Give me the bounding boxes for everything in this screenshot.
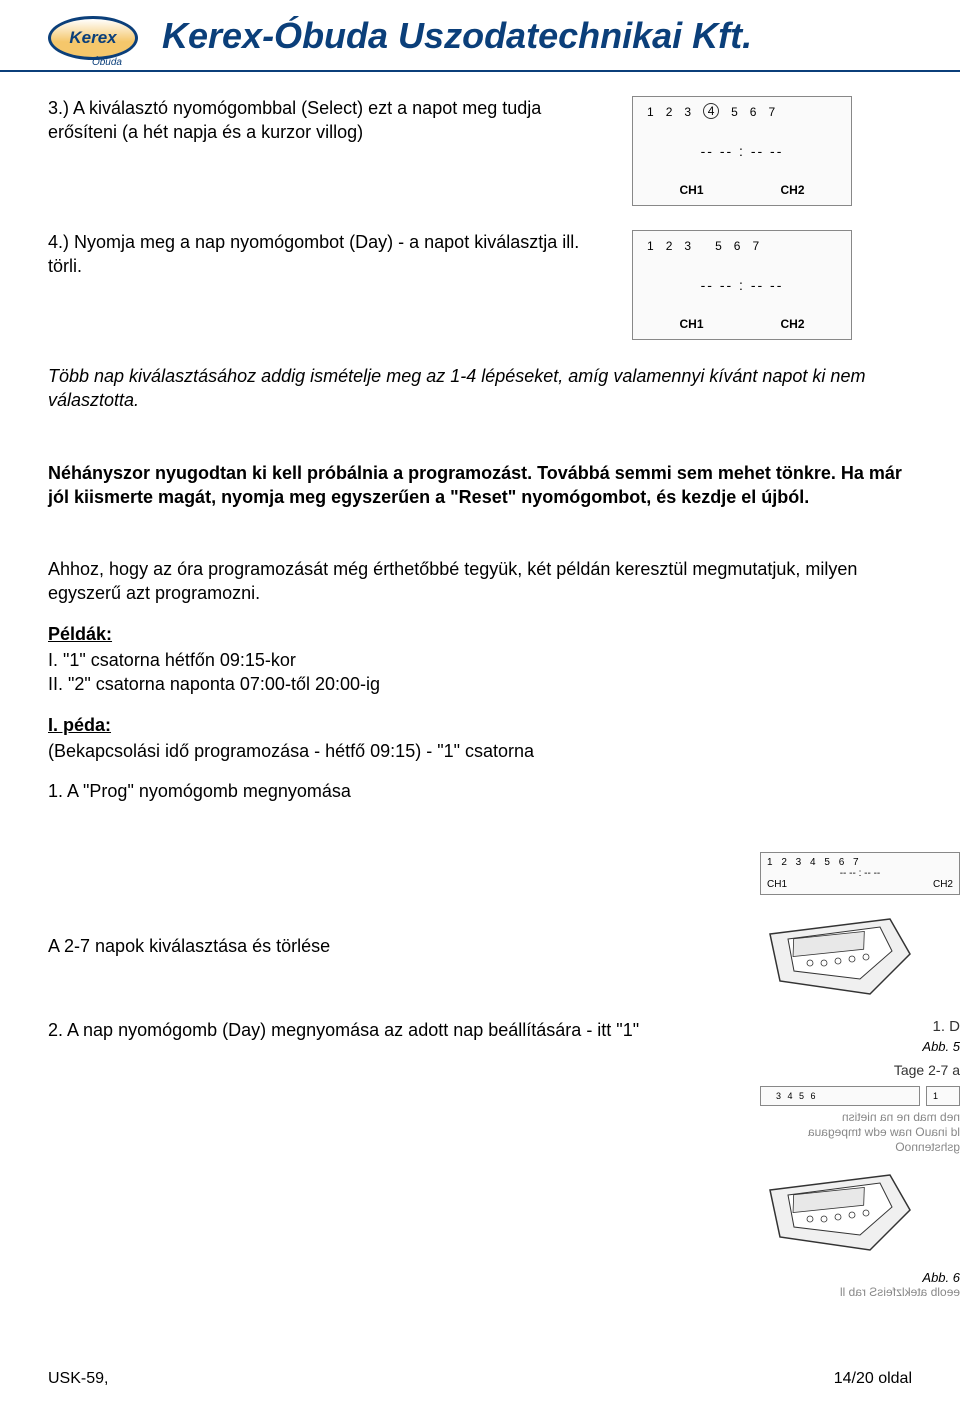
company-name: Kerex-Óbuda Uszodatechnikai Kft. <box>162 16 752 56</box>
mini-ch2: CH2 <box>933 879 953 890</box>
mini-display-2a: 3 4 5 6 <box>760 1086 920 1106</box>
step-day: 2. A nap nyomógomb (Day) megnyomása az a… <box>48 1018 668 1042</box>
ch2-label: CH2 <box>780 317 804 331</box>
display2-channels: CH1 CH2 <box>641 317 843 331</box>
examples-intro: Ahhoz, hogy az óra programozását még ért… <box>48 557 912 606</box>
ch1-label: CH1 <box>679 317 703 331</box>
display2-time: -- -- : -- -- <box>641 277 843 293</box>
num: 6 <box>750 105 757 119</box>
num: 2 <box>666 239 673 253</box>
fig-d-label: 1. D <box>760 1018 960 1035</box>
footer-left: USK-59, <box>48 1370 108 1388</box>
step4-row: 4.) Nyomja meg a nap nyomógombot (Day) -… <box>48 230 912 340</box>
step4-text: 4.) Nyomja meg a nap nyomógombot (Day) -… <box>48 230 608 279</box>
logo-text: Kerex <box>69 28 116 48</box>
device-figure-2 <box>760 1155 920 1265</box>
display1-channels: CH1 CH2 <box>641 183 843 197</box>
num: 7 <box>768 105 775 119</box>
figure-column: 1 2 3 4 5 6 7 -- -- : -- -- CH1 CH2 1. D… <box>760 852 960 1300</box>
company-logo: Kerex Óbuda <box>48 16 138 66</box>
footer-right: 14/20 oldal <box>834 1370 912 1388</box>
mini-nums: 1 2 3 4 5 6 7 <box>767 857 953 868</box>
step3-row: 3.) A kiválasztó nyomógombbal (Select) e… <box>48 96 912 206</box>
mirror-text-2: eeolb ateklzfeisS rab ll <box>760 1285 960 1300</box>
abb5-label: Abb. 5 <box>760 1039 960 1054</box>
num: 5 <box>715 239 722 253</box>
display2-numbers: 1 2 3 5 6 7 <box>641 239 843 253</box>
mini-display-1: 1 2 3 4 5 6 7 -- -- : -- -- CH1 CH2 <box>760 852 960 895</box>
reset-note: Néhányszor nyugodtan ki kell próbálnia a… <box>48 461 912 510</box>
num: 7 <box>752 239 759 253</box>
num: 6 <box>734 239 741 253</box>
ch1-label: CH1 <box>679 183 703 197</box>
repeat-note: Több nap kiválasztásához addig ismételje… <box>48 364 912 413</box>
num: 3 <box>684 105 691 119</box>
page-header: Kerex Óbuda Kerex-Óbuda Uszodatechnikai … <box>0 0 960 72</box>
logo-oval: Kerex <box>48 16 138 60</box>
ch2-label: CH2 <box>780 183 804 197</box>
device-figure-1 <box>760 899 920 1009</box>
logo-subtext: Óbuda <box>92 57 122 68</box>
num: 5 <box>731 105 738 119</box>
mini-row-2: 3 4 5 6 1 <box>760 1086 960 1110</box>
page-content: 3.) A kiválasztó nyomógombbal (Select) e… <box>0 72 960 1042</box>
mini-time: -- -- : -- -- <box>767 868 953 879</box>
num-circled: 4 <box>703 103 719 119</box>
display-box-1: 1 2 3 4 5 6 7 -- -- : -- -- CH1 CH2 <box>632 96 852 206</box>
step-prog: 1. A "Prog" nyomógomb megnyomása <box>48 779 912 803</box>
examples-heading: Példák: <box>48 622 912 646</box>
abb6-label: Abb. 6 <box>760 1270 960 1285</box>
num: 1 <box>647 105 654 119</box>
mini-ch: CH1 CH2 <box>767 879 953 890</box>
num: 2 <box>666 105 673 119</box>
example-i-heading: I. péda: <box>48 713 912 737</box>
step3-text: 3.) A kiválasztó nyomógombbal (Select) e… <box>48 96 608 145</box>
mini-display-2b: 1 <box>926 1086 960 1106</box>
display1-time: -- -- : -- -- <box>641 143 843 159</box>
page-footer: USK-59, 14/20 oldal <box>48 1370 912 1388</box>
display1-numbers: 1 2 3 4 5 6 7 <box>641 105 843 119</box>
tage-label: Tage 2-7 a <box>760 1062 960 1078</box>
num: 1 <box>647 239 654 253</box>
mirror-text: neb mab ne na nietisn ld inauO naw edw t… <box>760 1110 960 1155</box>
example-i-desc: (Bekapcsolási idő programozása - hétfő 0… <box>48 739 912 763</box>
display-box-2: 1 2 3 5 6 7 -- -- : -- -- CH1 CH2 <box>632 230 852 340</box>
example-1: I. "1" csatorna hétfőn 09:15-kor <box>48 648 912 672</box>
mini-ch1: CH1 <box>767 879 787 890</box>
example-2: II. "2" csatorna naponta 07:00-től 20:00… <box>48 672 912 696</box>
num: 3 <box>684 239 691 253</box>
